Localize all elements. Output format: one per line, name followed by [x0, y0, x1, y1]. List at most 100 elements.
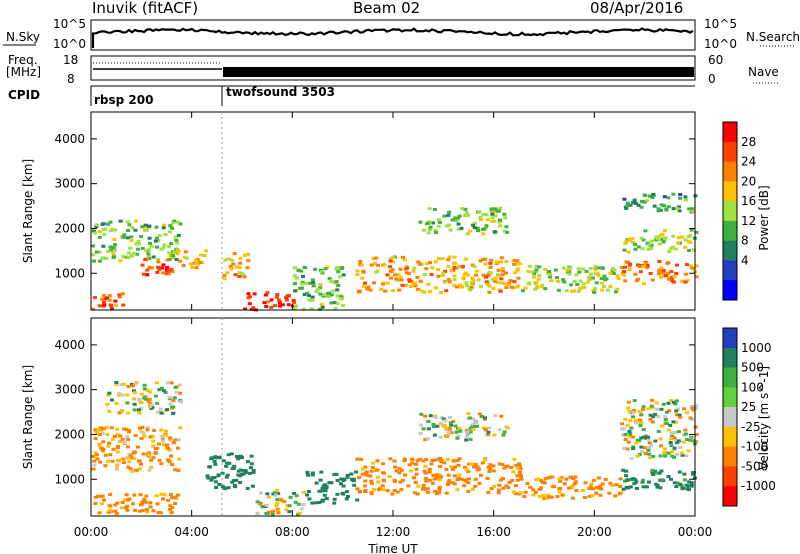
- power-cell: [190, 266, 195, 269]
- velocity-cell: [689, 481, 694, 485]
- velocity-cell: [639, 436, 644, 440]
- velocity-cell: [371, 461, 376, 465]
- power-cell: [437, 218, 441, 222]
- power-cell: [447, 255, 452, 259]
- power-cell: [482, 227, 487, 231]
- velocity-cell: [687, 438, 692, 442]
- velocity-cell: [626, 400, 631, 404]
- power-cell: [624, 260, 629, 264]
- power-cell: [576, 289, 581, 293]
- velocity-cell: [167, 459, 172, 463]
- power-cell: [97, 230, 102, 234]
- power-cell: [163, 233, 168, 237]
- power-cell: [615, 287, 620, 291]
- velocity-cell: [685, 438, 690, 441]
- power-cell: [147, 256, 152, 260]
- velocity-cell: [541, 493, 546, 497]
- velocity-cell: [427, 479, 432, 482]
- power-ylabel: Slant Range [km]: [21, 159, 35, 263]
- power-cell: [107, 298, 112, 302]
- power-cell: [600, 288, 605, 292]
- power-cell: [430, 266, 435, 270]
- power-cell: [194, 266, 199, 270]
- freq-frame: [90, 55, 696, 81]
- velocity-cell: [287, 504, 292, 508]
- power-cell: [447, 223, 452, 227]
- power-cell: [483, 257, 488, 261]
- velocity-cell: [655, 407, 660, 411]
- power-cell: [265, 291, 270, 295]
- velocity-cell: [168, 504, 173, 508]
- power-cell: [176, 249, 181, 253]
- velocity-cell: [94, 431, 99, 435]
- velocity-cell: [660, 478, 665, 482]
- power-cell: [537, 265, 542, 269]
- power-cell: [300, 280, 305, 284]
- velocity-cell: [140, 509, 145, 513]
- nsearch-label: N.Search: [746, 30, 800, 44]
- power-cell: [662, 229, 667, 233]
- velocity-cell: [122, 427, 126, 431]
- velocity-colorbar-tick: -25: [741, 420, 761, 434]
- power-cell: [194, 260, 199, 264]
- velocity-cell: [421, 486, 426, 490]
- power-cell: [502, 229, 507, 233]
- power-cell: [459, 226, 464, 230]
- power-cell: [172, 219, 177, 223]
- velocity-cell: [623, 438, 628, 441]
- power-cell: [237, 266, 242, 270]
- power-cell: [336, 284, 341, 288]
- velocity-cell: [653, 469, 658, 473]
- power-cell: [418, 279, 423, 283]
- power-cell: [561, 266, 566, 270]
- velocity-cell: [464, 467, 469, 471]
- velocity-cell: [685, 411, 690, 415]
- power-cell: [287, 294, 291, 298]
- power-cell: [494, 260, 499, 264]
- velocity-colorbar-swatch: [723, 387, 737, 408]
- velocity-cell: [464, 429, 469, 433]
- power-cell: [606, 288, 610, 292]
- power-cell: [622, 197, 627, 201]
- velocity-cell: [666, 451, 671, 455]
- velocity-cell: [682, 407, 686, 411]
- velocity-cell: [423, 414, 428, 418]
- velocity-cell: [114, 465, 119, 469]
- power-cell: [633, 243, 638, 246]
- velocity-cell: [672, 446, 677, 450]
- power-cell: [581, 267, 586, 271]
- power-colorbar-tick: 16: [741, 194, 756, 208]
- power-cell: [369, 263, 374, 267]
- power-cell: [360, 276, 365, 280]
- velocity-cell: [641, 405, 646, 409]
- velocity-cell: [620, 422, 625, 426]
- velocity-cell: [301, 503, 306, 506]
- power-cell: [164, 268, 169, 272]
- power-cell: [134, 242, 139, 246]
- velocity-cell: [133, 391, 137, 395]
- power-cell: [490, 219, 494, 223]
- power-cell: [425, 262, 430, 266]
- power-cell: [568, 266, 573, 270]
- velocity-colorbar-swatch: [723, 466, 737, 487]
- velocity-cell: [363, 465, 368, 469]
- power-cell: [385, 273, 390, 277]
- velocity-cell: [128, 467, 133, 471]
- velocity-cell: [152, 429, 157, 432]
- velocity-cell: [598, 493, 603, 497]
- power-cell: [534, 264, 539, 268]
- velocity-cell: [671, 420, 676, 424]
- power-cell: [322, 293, 327, 296]
- velocity-cell: [137, 509, 142, 513]
- power-cell: [592, 290, 597, 294]
- velocity-cell: [310, 501, 315, 505]
- velocity-cell: [663, 447, 667, 451]
- velocity-cell: [131, 389, 136, 393]
- velocity-cell: [502, 466, 507, 470]
- power-cell: [94, 250, 99, 254]
- velocity-cell: [632, 399, 637, 403]
- velocity-cell: [250, 484, 255, 488]
- velocity-colorbar-swatch: [723, 407, 737, 428]
- velocity-cell: [275, 488, 280, 492]
- power-cell: [466, 213, 471, 217]
